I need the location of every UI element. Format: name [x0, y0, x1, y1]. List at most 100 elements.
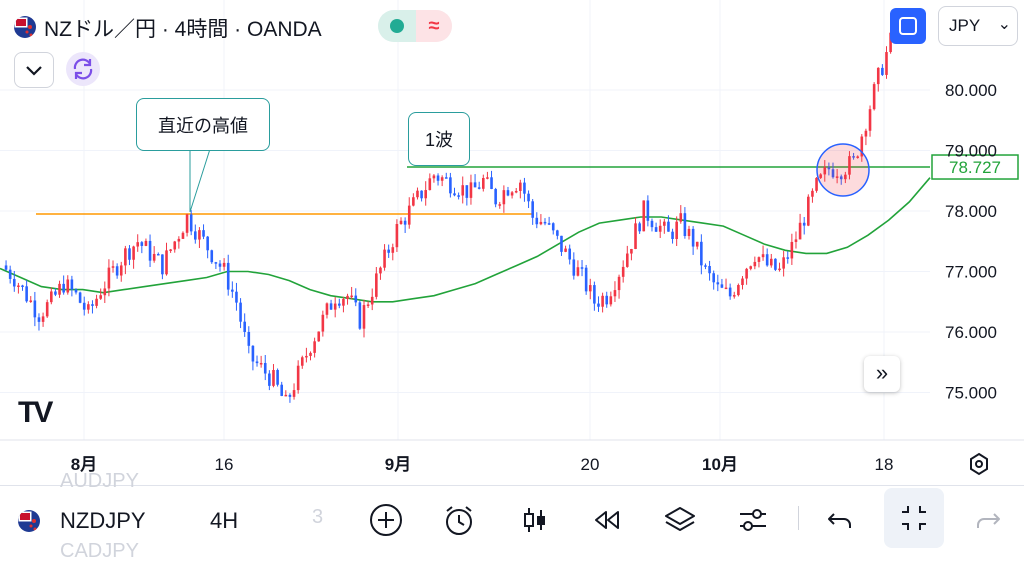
currency-label: JPY [949, 16, 981, 35]
price-chart[interactable]: 78.727 80.000 79.000 78.000 77.000 76.000 75.… [0, 0, 1024, 485]
layers-button[interactable] [658, 498, 702, 542]
candle-body [753, 261, 757, 267]
candle-body [161, 254, 164, 275]
candle-body [642, 200, 646, 232]
candle-body [782, 257, 785, 269]
candle-body [876, 67, 880, 85]
candle-body [222, 262, 226, 267]
last-price-box [931, 154, 1019, 180]
plus-circle-icon [370, 504, 402, 536]
candle-body [531, 201, 534, 218]
candle-body [547, 223, 551, 225]
candle-body [165, 250, 168, 275]
candle-body [473, 182, 477, 188]
candle-body [580, 267, 584, 269]
candle-body [288, 394, 292, 397]
candle-body [91, 304, 94, 306]
candle-body [872, 84, 876, 110]
candle-body [889, 32, 892, 53]
horizontal-levels: 78.727 [36, 154, 1019, 215]
candle-body [609, 296, 613, 305]
y-tick-label: 75.000 [945, 384, 997, 403]
candle-body [543, 221, 547, 224]
candle-body [403, 220, 407, 225]
toolbar-separator [798, 506, 799, 530]
scroll-forward-button[interactable]: » [864, 356, 900, 392]
sync-icon [73, 58, 93, 80]
candle-body [477, 187, 481, 189]
candle-body [769, 258, 773, 266]
candle-body [597, 303, 600, 307]
status-pill[interactable]: ≈ [378, 10, 452, 42]
candle-body [650, 220, 654, 228]
candle-body [523, 182, 526, 194]
chart-type-button[interactable] [513, 498, 557, 542]
candle-body [691, 228, 695, 247]
candle-body [839, 176, 843, 180]
candle-body [62, 283, 65, 293]
add-button[interactable] [364, 498, 408, 542]
undo-button[interactable] [818, 498, 862, 542]
candle-body [519, 182, 522, 191]
candle-body [173, 241, 177, 250]
candle-body [305, 355, 308, 358]
candle-body [202, 230, 205, 237]
candle-body [449, 177, 452, 194]
candle-body [115, 266, 119, 276]
recent-high-callout[interactable]: 直近の高値 [136, 98, 270, 151]
candle-body [469, 182, 473, 198]
candle-body [588, 285, 592, 292]
candle-body [333, 303, 337, 310]
candle-body [601, 295, 604, 307]
collapse-button[interactable] [884, 488, 944, 548]
candle-body [379, 267, 382, 274]
alert-button[interactable] [437, 498, 481, 542]
x-tick-label: 20 [581, 455, 600, 474]
candle-body [432, 175, 436, 179]
candle-body [152, 253, 156, 261]
fullscreen-button[interactable] [890, 8, 926, 44]
candle-body [741, 278, 744, 286]
candle-body [881, 67, 884, 75]
candle-body [395, 224, 399, 248]
gear-icon-center [975, 460, 983, 468]
candle-body [802, 222, 806, 226]
candle-body [749, 266, 753, 269]
currency-select[interactable]: JPY ⌄ [938, 6, 1018, 46]
candle-body [50, 291, 53, 303]
x-tick-label: 9月 [385, 455, 411, 474]
candle-body [140, 242, 144, 246]
symbol-button[interactable]: NZDJPY [60, 508, 146, 533]
interval-button[interactable]: 4H [210, 508, 239, 533]
chart-grid [0, 0, 930, 440]
candle-body [45, 302, 49, 317]
sync-button[interactable] [66, 52, 100, 86]
candle-body [177, 238, 181, 242]
candle-body [457, 195, 460, 197]
chart-title[interactable]: NZドル／円 · 4時間 · OANDA [44, 18, 322, 41]
candle-body [296, 365, 300, 391]
collapse-legend-button[interactable] [14, 52, 54, 88]
candle-body [761, 254, 765, 258]
redo-button[interactable] [966, 498, 1010, 542]
candle-body [815, 177, 818, 191]
candles-icon [524, 508, 545, 532]
settings-sliders-button[interactable] [731, 498, 775, 542]
replay-button[interactable] [584, 498, 628, 542]
candle-body [695, 241, 699, 247]
wave1-callout[interactable]: 1波 [408, 112, 470, 166]
candle-body [481, 177, 485, 189]
candle-body [366, 304, 370, 306]
recent-high-label: 直近の高値 [158, 115, 248, 136]
wave1-label: 1波 [424, 130, 453, 150]
candle-body [87, 304, 90, 310]
candle-body [630, 249, 633, 254]
candle-body [745, 268, 748, 279]
candle-body [74, 289, 78, 293]
candle-body [412, 197, 415, 206]
candle-body [407, 205, 411, 225]
candle-body [584, 267, 588, 292]
recent-high-pointer [189, 148, 211, 213]
candle-body [765, 254, 769, 266]
candle-body [198, 230, 201, 240]
